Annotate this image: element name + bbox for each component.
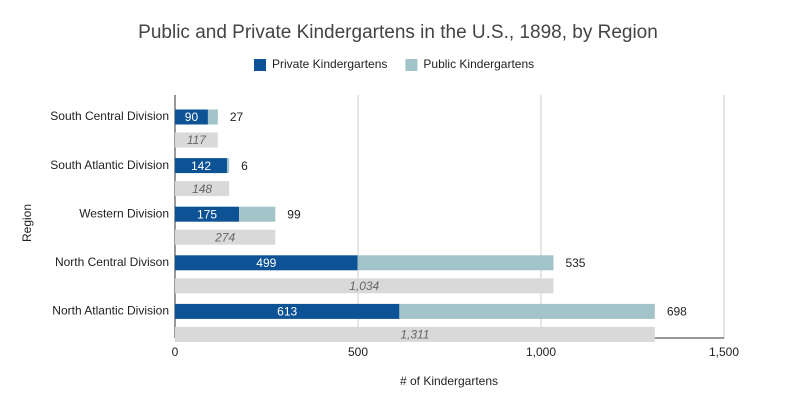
chart-title: Public and Private Kindergartens in the … (138, 22, 658, 43)
y-tick-label: Western Division (79, 206, 169, 220)
total-bar (175, 278, 554, 294)
bar-segment (175, 303, 400, 319)
value-label: 90 (185, 110, 199, 124)
bar-segment (175, 158, 227, 174)
bar-segment (226, 158, 230, 174)
bar-segment (399, 303, 655, 319)
legend-swatch (405, 59, 418, 71)
total-label: 148 (192, 182, 212, 196)
y-tick-label: North Central Divison (55, 255, 169, 269)
value-label: 142 (191, 159, 211, 173)
x-tick-label: 500 (348, 345, 368, 359)
bar-segment (175, 206, 240, 222)
bar-segment (175, 109, 208, 125)
total-bar (175, 181, 230, 197)
x-tick-label: 0 (172, 345, 179, 359)
bar-segment (207, 109, 218, 125)
total-label: 274 (214, 230, 235, 244)
bar-segment (175, 255, 358, 271)
value-label: 613 (277, 305, 297, 319)
legend-swatch (254, 59, 266, 71)
x-tick-label: 1,500 (709, 345, 739, 359)
legend-label: Private Kindergartens (272, 57, 387, 71)
value-label: 99 (287, 207, 301, 221)
value-label: 499 (256, 256, 276, 270)
total-bar (175, 132, 218, 148)
y-tick-label: South Atlantic Division (50, 158, 169, 172)
value-label: 175 (197, 207, 217, 221)
y-tick-label: North Atlantic Division (52, 304, 169, 318)
total-bar (175, 326, 655, 342)
bar-segment (357, 255, 554, 271)
value-label: 6 (241, 159, 248, 173)
value-label: 698 (667, 305, 687, 319)
total-label: 1,311 (400, 328, 429, 342)
y-axis-label: Region (20, 204, 34, 242)
y-tick-label: South Central Division (50, 109, 169, 123)
x-tick-label: 1,000 (526, 345, 556, 359)
total-bar (175, 229, 276, 245)
legend-label: Public Kindergartens (423, 57, 534, 71)
total-label: 117 (187, 133, 207, 147)
value-label: 27 (230, 110, 244, 124)
x-axis-label: # of Kindergartens (400, 374, 498, 388)
value-label: 535 (565, 256, 585, 270)
bar-segment (239, 206, 276, 222)
total-label: 1,034 (349, 279, 379, 293)
